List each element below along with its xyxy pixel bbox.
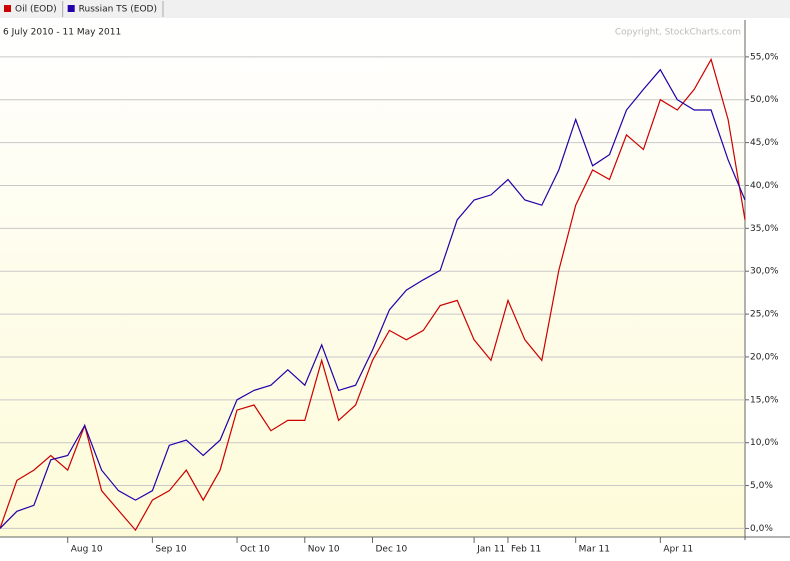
legend: Oil (EOD) Russian TS (EOD) <box>4 1 164 17</box>
plot-area <box>0 20 745 537</box>
y-tick-label: 30,0% <box>750 267 779 277</box>
y-tick-label: 15,0% <box>750 395 779 405</box>
legend-swatch <box>4 5 11 12</box>
copyright: Copyright, StockCharts.com <box>615 28 741 38</box>
x-tick-label: Aug 10 <box>71 545 103 555</box>
x-tick-label: Nov 10 <box>308 545 340 555</box>
y-tick-label: 45,0% <box>750 138 779 148</box>
y-tick-label: 5,0% <box>750 481 773 491</box>
series-line <box>0 68 746 529</box>
y-tick-label: 50,0% <box>750 95 779 105</box>
y-tick-label: 55,0% <box>750 52 779 62</box>
series-line <box>0 57 746 532</box>
legend-bar <box>0 0 790 18</box>
y-tick-label: 40,0% <box>750 181 779 191</box>
y-tick-label: 25,0% <box>750 310 779 320</box>
x-tick-label: Dec 10 <box>376 545 408 555</box>
x-tick-label: Feb 11 <box>511 545 541 555</box>
legend-label: Russian TS (EOD) <box>79 5 157 15</box>
x-tick-label: Jan 11 <box>476 545 505 555</box>
y-tick-label: 10,0% <box>750 438 779 448</box>
x-tick-label: Apr 11 <box>663 545 693 555</box>
x-tick-label: Sep 10 <box>155 545 187 555</box>
y-tick-label: 35,0% <box>750 224 779 234</box>
x-tick-label: Oct 10 <box>240 545 270 555</box>
y-tick-label: 20,0% <box>750 352 779 362</box>
legend-swatch <box>67 5 75 12</box>
subtitle: 6 July 2010 - 11 May 2011 <box>3 28 121 38</box>
legend-label: Oil (EOD) <box>15 5 57 15</box>
x-tick-label: Mar 11 <box>579 545 610 555</box>
y-tick-label: 0,0% <box>750 524 773 534</box>
